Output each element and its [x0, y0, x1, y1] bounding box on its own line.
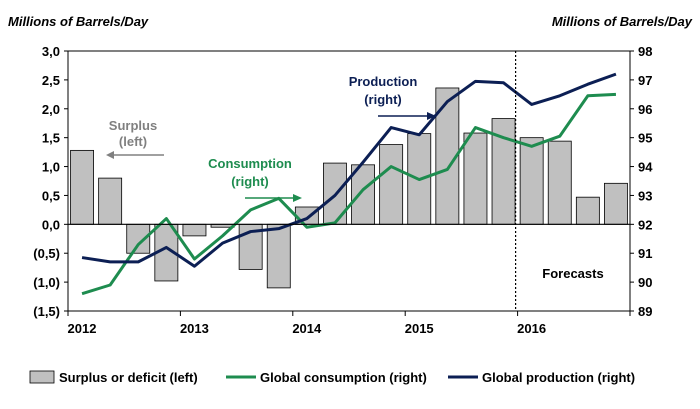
right-axis-title: Millions of Barrels/Day: [552, 14, 693, 29]
left-tick-label: 0,0: [42, 217, 60, 232]
plot-frame: [67, 50, 631, 312]
left-tick-label: 2,0: [42, 102, 60, 117]
legend-label-consumption: Global consumption (right): [260, 370, 427, 385]
legend-swatch-surplus: [29, 370, 55, 384]
left-tick-label: 2,5: [42, 73, 60, 88]
right-tick-label: 94: [638, 160, 653, 175]
legend-label-production: Global production (right): [482, 370, 635, 385]
right-tick-label: 90: [638, 275, 652, 290]
surplus-annotation-sub: (left): [119, 134, 147, 149]
right-tick-label: 97: [638, 73, 652, 88]
surplus-bar-2016Q3: [575, 196, 600, 225]
surplus-bar-2016Q1: [519, 137, 544, 225]
production-annotation: Production: [349, 74, 418, 89]
surplus-arrow-head: [106, 151, 114, 159]
left-tick-label: 1,5: [42, 131, 60, 146]
surplus-bar-2015Q3: [463, 132, 488, 225]
right-tick-label: 95: [638, 131, 652, 146]
production-annotation-sub: (right): [364, 92, 402, 107]
left-tick-label: (0,5): [33, 246, 60, 261]
consumption-line: [81, 92, 617, 296]
year-label-2015: 2015: [405, 321, 434, 336]
left-tick-label: 3,0: [42, 44, 60, 59]
right-tick-label: 93: [638, 188, 652, 203]
right-tick-label: 92: [638, 217, 652, 232]
year-label-2016: 2016: [517, 321, 546, 336]
production-arrow-head: [427, 112, 436, 120]
consumption-annotation: Consumption: [208, 156, 292, 171]
surplus-bar-2013Q1: [182, 223, 207, 237]
right-tick-label: 96: [638, 102, 652, 117]
surplus-annotation: Surplus: [109, 118, 157, 133]
legend-label-surplus: Surplus or deficit (left): [59, 370, 198, 385]
surplus-bar-2014Q4: [379, 144, 404, 225]
right-tick-label: 98: [638, 44, 652, 59]
surplus-bar-2012Q2: [98, 177, 123, 225]
left-tick-label: (1,5): [33, 304, 60, 319]
production-line: [81, 72, 617, 268]
left-tick-label: (1,0): [33, 275, 60, 290]
surplus-bar-2012Q1: [70, 149, 94, 225]
left-axis-title: Millions of Barrels/Day: [8, 14, 149, 29]
consumption-annotation-sub: (right): [231, 174, 269, 189]
year-label-2012: 2012: [68, 321, 97, 336]
surplus-bar-2016Q4: [604, 182, 628, 225]
left-tick-label: 1,0: [42, 160, 60, 175]
consumption-arrow-head: [293, 194, 302, 202]
right-tick-label: 91: [638, 246, 652, 261]
surplus-bar-2016Q2: [547, 140, 572, 225]
surplus-bar-2013Q4: [266, 223, 291, 289]
left-tick-label: 0,5: [42, 188, 60, 203]
right-tick-label: 89: [638, 304, 652, 319]
forecasts-annotation: Forecasts: [542, 266, 603, 281]
year-label-2013: 2013: [180, 321, 209, 336]
year-label-2014: 2014: [292, 321, 322, 336]
